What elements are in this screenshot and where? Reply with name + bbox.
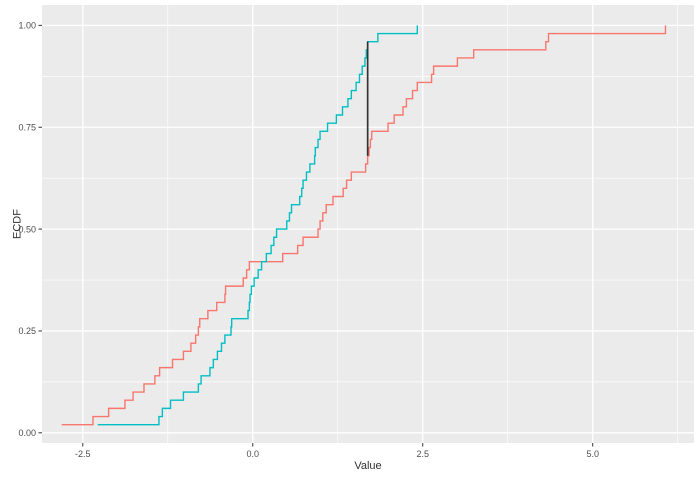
x-axis-title: Value [354,460,382,472]
y-tick-label: 0.50 [18,224,36,234]
y-axis-title: ECDF [11,209,24,239]
y-tick-label: 0.00 [18,428,36,438]
y-tick-label: 0.75 [18,122,36,132]
x-tick-label: -2.5 [75,449,91,459]
y-tick-label: 0.25 [18,326,36,336]
ecdf-curve-sample-cyan [97,25,418,426]
y-tick-label: 1.00 [18,21,36,31]
ecdf-curve-sample-red [61,25,667,426]
x-tick-label: 2.5 [416,449,429,459]
x-tick-label: 0.0 [247,449,260,459]
x-tick-label: 5.0 [586,449,599,459]
